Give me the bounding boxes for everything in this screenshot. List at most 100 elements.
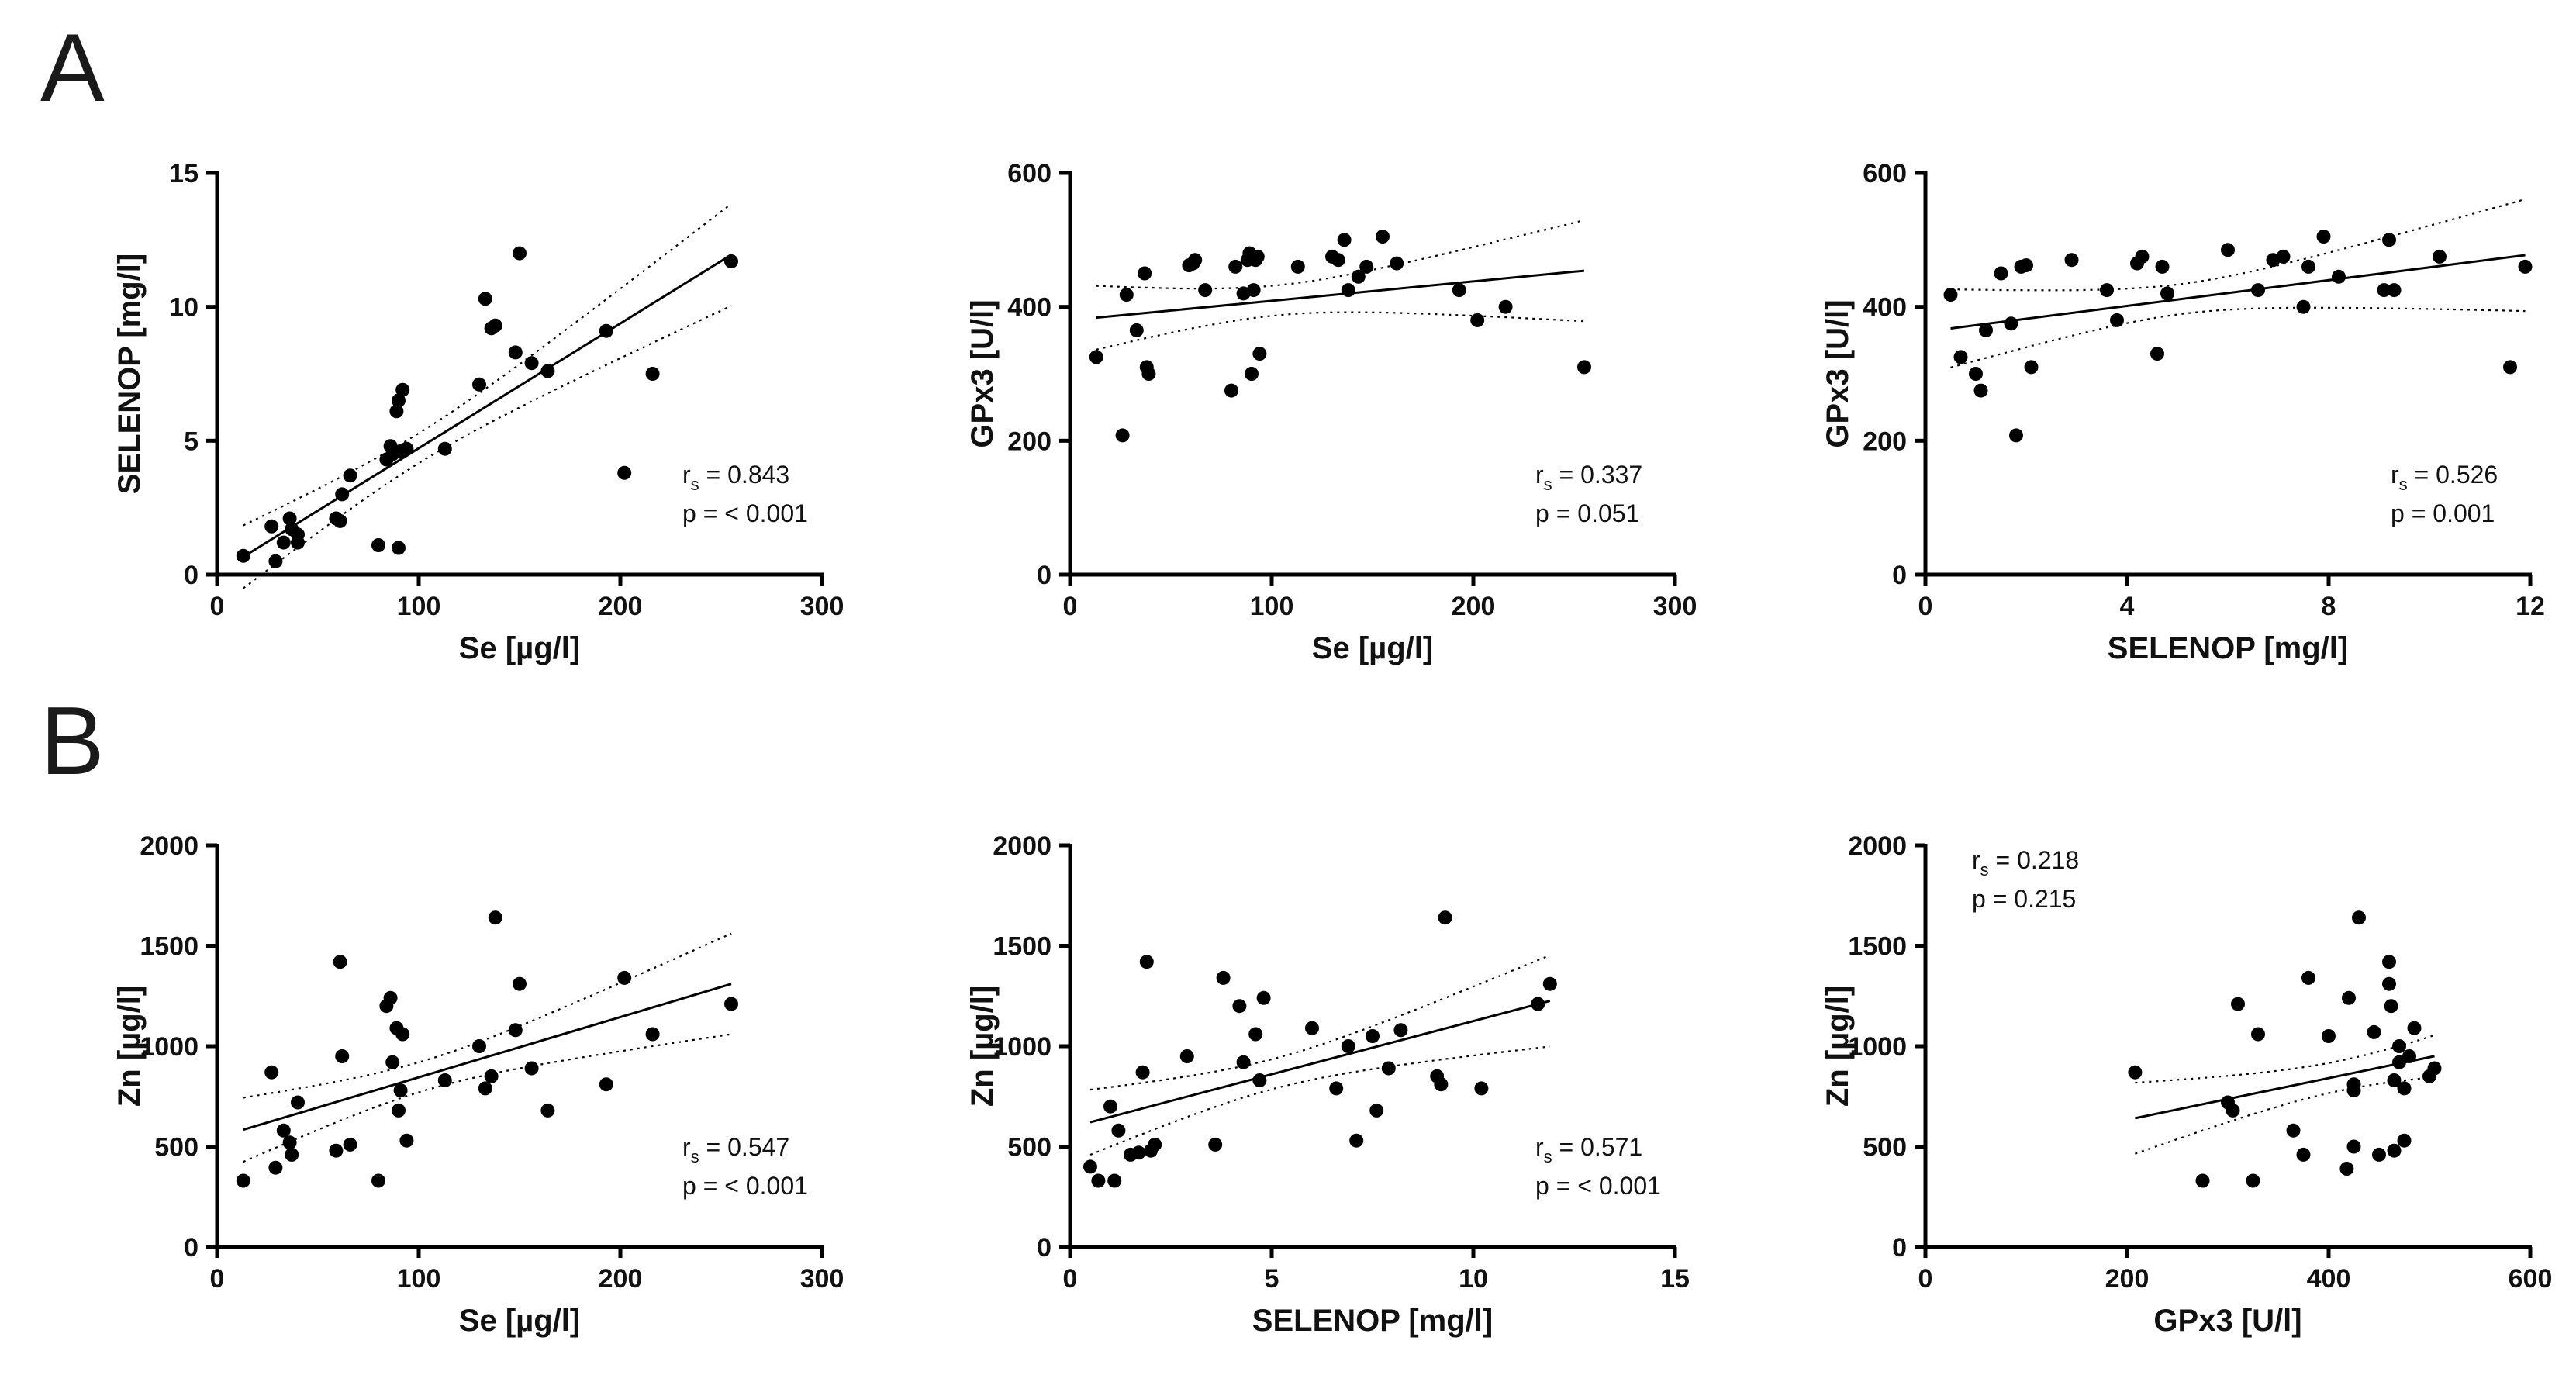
data-point-B3-22 <box>2387 1143 2402 1158</box>
regression-line-A3 <box>1950 254 2526 330</box>
data-point-B1-3 <box>276 1123 291 1138</box>
x-tick-label-B1-0: 0 <box>210 1264 225 1294</box>
data-point-A3-0 <box>1943 288 1958 302</box>
data-point-B3-14 <box>2346 1077 2361 1092</box>
x-tick-label-A3-0: 0 <box>1918 592 1933 621</box>
data-point-A3-26 <box>2332 269 2346 284</box>
y-tick-label-B1-0: 0 <box>184 1233 199 1263</box>
data-point-A3-6 <box>2004 316 2018 331</box>
x-axis-label-B3: GPx3 [U/l] <box>2153 1304 2301 1338</box>
data-point-A1-4 <box>282 511 297 526</box>
data-point-B2-3 <box>1107 1173 1122 1188</box>
ci-lower-A2 <box>1096 311 1585 351</box>
data-point-A2-11 <box>1224 383 1238 398</box>
x-tick-label-A1-3: 300 <box>800 592 844 621</box>
y-tick-label-B3-1: 500 <box>1863 1133 1907 1163</box>
chart-B2: 0 5 10 15 0 500 1000 1500 2000 SELENOP [mg/l] Zn [… <box>965 831 1690 1338</box>
x-tick-label-A2-1: 100 <box>1250 592 1294 621</box>
x-tick-label-B3-1: 200 <box>2105 1264 2150 1294</box>
data-point-A3-27 <box>2377 283 2391 298</box>
data-point-B2-22 <box>1349 1133 1364 1148</box>
data-point-B1-17 <box>393 1083 408 1097</box>
data-point-A2-23 <box>1331 253 1345 268</box>
data-point-A2-2 <box>1119 288 1134 302</box>
data-point-A3-31 <box>2503 360 2517 375</box>
data-point-B3-20 <box>2382 976 2396 991</box>
data-point-A2-4 <box>1138 266 1152 281</box>
rs-value-A2: rs = 0.337 <box>1535 461 1642 494</box>
data-point-B1-16 <box>392 1103 406 1118</box>
data-point-B2-6 <box>1131 1145 1146 1160</box>
data-point-A1-27 <box>508 345 523 360</box>
data-point-B3-17 <box>2367 1024 2381 1039</box>
data-point-A1-10 <box>335 487 350 502</box>
data-point-B2-2 <box>1103 1099 1117 1114</box>
rs-value-A1: rs = 0.843 <box>682 461 789 494</box>
data-point-A1-3 <box>276 535 291 550</box>
data-point-B1-21 <box>472 1039 486 1053</box>
data-point-B3-9 <box>2301 970 2315 985</box>
data-point-A3-1 <box>1953 350 1968 364</box>
y-tick-label-B1-3: 1500 <box>140 932 199 962</box>
y-tick-label-B2-0: 0 <box>1037 1233 1051 1263</box>
data-point-B3-1 <box>2195 1173 2210 1188</box>
data-point-B1-30 <box>617 970 632 985</box>
rs-value-B2: rs = 0.571 <box>1535 1133 1642 1166</box>
data-point-A3-24 <box>2301 259 2315 274</box>
data-point-A3-4 <box>1979 323 1993 337</box>
ci-upper-B1 <box>243 932 732 1099</box>
data-point-A3-2 <box>1969 367 1983 381</box>
data-point-B3-21 <box>2384 999 2398 1014</box>
data-point-B2-16 <box>1248 1027 1263 1042</box>
data-point-B2-25 <box>1381 1061 1396 1076</box>
x-tick-label-A1-2: 200 <box>599 592 643 621</box>
data-point-A3-7 <box>2009 428 2023 443</box>
data-point-A1-9 <box>333 513 347 528</box>
data-point-B1-14 <box>385 1055 400 1069</box>
x-tick-label-B2-2: 10 <box>1459 1264 1488 1294</box>
data-point-A3-19 <box>2221 243 2235 257</box>
x-tick-label-B3-0: 0 <box>1918 1264 1933 1294</box>
data-point-B1-18 <box>395 1027 410 1042</box>
chart-B1: 0 100 200 300 0 500 1000 1500 2000 Se [µg/l] Zn [µ… <box>112 831 844 1338</box>
data-point-A2-33 <box>1577 360 1591 375</box>
chart-A1: 0 100 200 300 0 5 10 15 Se [µg/l] SELENOP [mg/l] r… <box>112 159 844 665</box>
data-point-B2-30 <box>1474 1081 1489 1096</box>
data-point-B3-18 <box>2372 1147 2386 1162</box>
chart-A3: 0 4 8 12 0 200 400 600 SELENOP [mg/l] GPx3 [U/l] r… <box>1821 159 2545 665</box>
y-axis-label-B1: Zn [µg/l] <box>112 986 147 1107</box>
data-point-B3-10 <box>2322 1029 2336 1043</box>
data-point-A1-30 <box>540 364 555 378</box>
x-axis-label-A1: Se [µg/l] <box>459 631 580 665</box>
y-axis-label-B2: Zn [µg/l] <box>965 986 1000 1107</box>
data-point-B3-4 <box>2231 997 2245 1011</box>
data-point-A1-11 <box>343 468 357 483</box>
data-point-B1-5 <box>285 1147 299 1162</box>
ci-lower-B1 <box>243 1033 732 1163</box>
data-point-A2-12 <box>1228 259 1243 274</box>
data-point-B2-18 <box>1256 990 1271 1005</box>
data-point-B1-26 <box>513 976 527 991</box>
data-point-B2-17 <box>1252 1073 1267 1087</box>
data-point-B1-28 <box>540 1103 555 1118</box>
data-point-A3-3 <box>1973 383 1988 398</box>
data-point-B2-8 <box>1139 955 1154 969</box>
data-point-A1-16 <box>389 404 404 419</box>
y-tick-label-A2-2: 400 <box>1007 293 1051 323</box>
data-point-B1-22 <box>478 1081 492 1096</box>
y-tick-label-A2-3: 600 <box>1007 159 1051 188</box>
ci-lower-B3 <box>2135 1076 2435 1155</box>
data-point-B1-7 <box>329 1143 344 1158</box>
x-tick-label-B2-1: 5 <box>1265 1264 1279 1294</box>
data-point-A3-16 <box>2150 347 2164 361</box>
ci-upper-B2 <box>1089 954 1551 1091</box>
data-point-B2-19 <box>1305 1021 1319 1035</box>
data-point-A1-22 <box>437 441 452 456</box>
data-point-A2-0 <box>1089 350 1103 364</box>
y-tick-label-A1-0: 0 <box>184 561 199 590</box>
data-point-B3-3 <box>2226 1103 2240 1118</box>
data-point-B2-29 <box>1438 910 1452 925</box>
ci-upper-A2 <box>1096 219 1585 290</box>
data-point-A1-7 <box>291 535 305 550</box>
